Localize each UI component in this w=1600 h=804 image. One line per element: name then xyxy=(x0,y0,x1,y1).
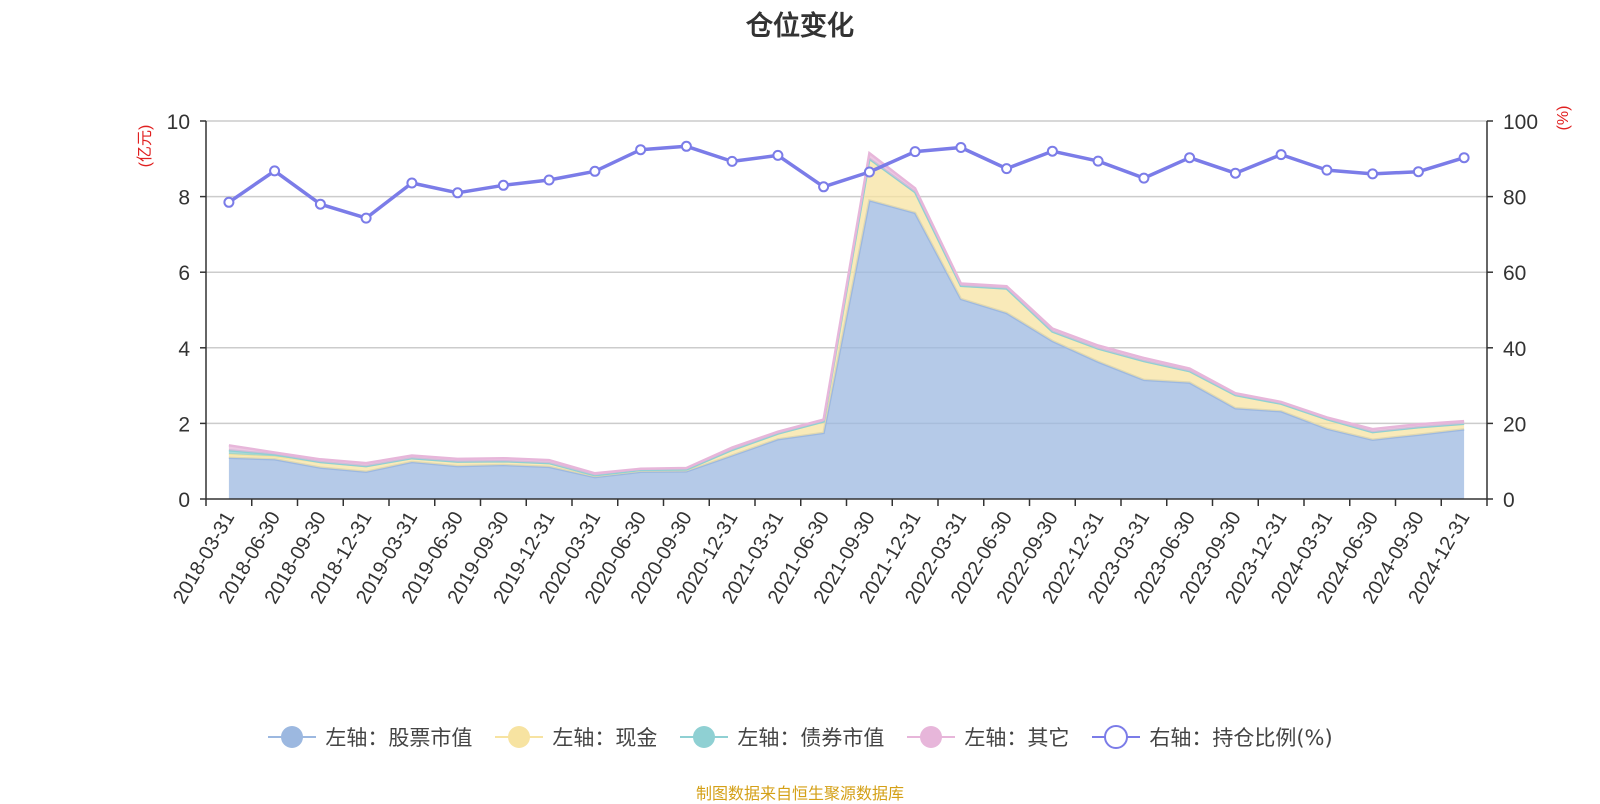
left-tick-label: 6 xyxy=(178,262,190,285)
ratio-point xyxy=(863,166,875,178)
ratio-point xyxy=(1275,149,1287,161)
legend-symbol xyxy=(680,726,729,748)
ratio-point xyxy=(635,144,647,156)
legend-label: 左轴：股票市值 xyxy=(325,726,473,750)
legend-item[interactable]: 右轴：持仓比例(%) xyxy=(1091,722,1333,752)
ratio-point xyxy=(909,146,921,158)
right-tick-label: 100 xyxy=(1503,111,1538,134)
legend-symbol xyxy=(1092,725,1141,749)
left-tick-label: 0 xyxy=(178,489,190,512)
ratio-point xyxy=(1001,163,1013,175)
right-tick-label: 60 xyxy=(1503,262,1526,285)
left-axis-label: (亿元) xyxy=(136,125,154,168)
ratio-point xyxy=(269,165,281,177)
ratio-point xyxy=(818,181,830,193)
ratio-point xyxy=(406,177,418,189)
chart-title: 仓位变化 xyxy=(746,11,854,42)
legend-item[interactable]: 左轴：债券市值 xyxy=(679,722,884,752)
right-tick-label: 20 xyxy=(1503,413,1526,436)
left-tick-label: 2 xyxy=(178,413,190,436)
ratio-point xyxy=(1046,145,1058,157)
ratio-point xyxy=(726,155,738,167)
ratio-point xyxy=(497,179,509,191)
legend-label: 左轴：债券市值 xyxy=(737,726,885,750)
legend-symbol xyxy=(907,726,956,748)
stacked-areas xyxy=(228,150,1465,499)
ratio-point xyxy=(223,196,235,208)
right-tick-label: 0 xyxy=(1503,489,1515,512)
ratio-point xyxy=(1412,166,1424,178)
ratio-point xyxy=(314,198,326,210)
ratio-point xyxy=(589,165,601,177)
ratio-point xyxy=(680,140,692,152)
legend-item[interactable]: 左轴：现金 xyxy=(494,722,657,752)
ratio-point xyxy=(955,142,967,153)
area-outline xyxy=(228,150,1465,475)
legend-label: 右轴：持仓比例(%) xyxy=(1149,726,1333,750)
ratio-point xyxy=(1367,168,1379,180)
left-tick-label: 8 xyxy=(178,187,190,210)
ratio-point xyxy=(1138,172,1150,184)
ratio-point xyxy=(543,174,555,186)
area-9cb8e0 xyxy=(228,200,1465,499)
left-tick-label: 4 xyxy=(178,338,190,361)
ratio-line xyxy=(227,144,1465,220)
position-ratio-line xyxy=(223,140,1470,224)
source-note: 制图数据来自恒生聚源数据库 xyxy=(695,784,904,803)
ratio-point xyxy=(1229,167,1241,179)
ratio-point xyxy=(772,149,784,161)
right-tick-label: 80 xyxy=(1503,187,1526,210)
left-tick-label: 10 xyxy=(167,111,190,134)
legend-symbol xyxy=(495,726,544,748)
ratio-point xyxy=(1092,155,1104,167)
right-axis-label: (%) xyxy=(1555,106,1572,131)
legend-item[interactable]: 左轴：其它 xyxy=(906,722,1069,752)
legend-symbol xyxy=(268,726,317,748)
legend-item[interactable]: 左轴：股票市值 xyxy=(267,722,472,752)
chart-legend: 左轴：股票市值 左轴：现金 左轴：债券市值 左轴：其它 右轴：持仓比例(%) xyxy=(0,722,1600,752)
legend-label: 左轴：现金 xyxy=(552,726,658,750)
legend-label: 左轴：其它 xyxy=(964,726,1070,750)
ratio-point xyxy=(452,187,464,199)
ratio-point xyxy=(360,212,372,224)
ratio-point xyxy=(1321,164,1333,176)
ratio-point xyxy=(1458,152,1470,164)
ratio-point xyxy=(1184,152,1196,164)
right-tick-label: 40 xyxy=(1503,338,1526,361)
